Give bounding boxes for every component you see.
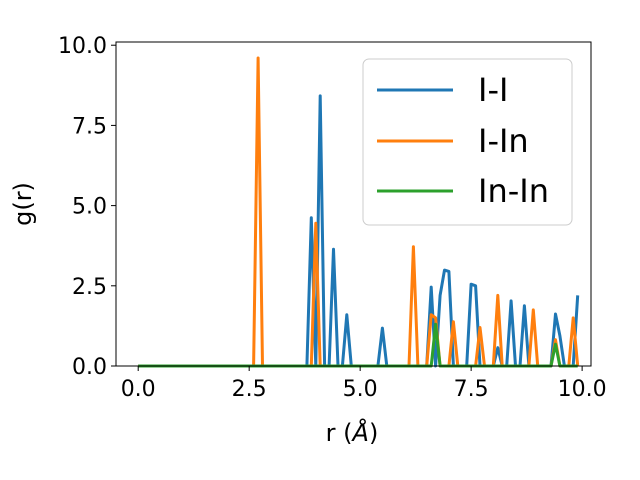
x-axis-label-close: ) [369,419,378,447]
legend-label-i-i: I-I [478,71,508,109]
y-tick-label: 2.5 [72,275,107,300]
legend: I-I I-In In-In [362,58,573,226]
x-tick-label: 7.5 [454,377,489,402]
axes-layer: 0.0 2.5 5.0 7.5 10.0 0.0 2.5 5.0 7.5 10.0 [58,34,607,402]
x-axis-label-text: r ( [326,419,353,447]
y-tick-label: 7.5 [72,114,107,139]
legend-frame [362,58,573,226]
y-axis-label: g(r) [9,182,37,226]
series-line-i-i [138,94,580,368]
legend-label-i-in: I-In [478,122,529,160]
plot-area: 0.0 2.5 5.0 7.5 10.0 0.0 2.5 5.0 7.5 10.0 [58,34,607,402]
y-tick-label: 0.0 [72,355,107,380]
x-axis-label: r (Å) [326,418,379,447]
legend-label-in-in: In-In [478,172,549,210]
x-tick-label: 5.0 [343,377,378,402]
y-tick-label: 10.0 [58,34,107,59]
x-tick-label: 2.5 [232,377,267,402]
x-tick-label: 10.0 [558,377,607,402]
axes-frame [115,41,592,367]
y-tick-label: 5.0 [72,195,107,220]
x-axis-label-unit: Å [351,418,369,447]
x-tick-label: 0.0 [121,377,156,402]
